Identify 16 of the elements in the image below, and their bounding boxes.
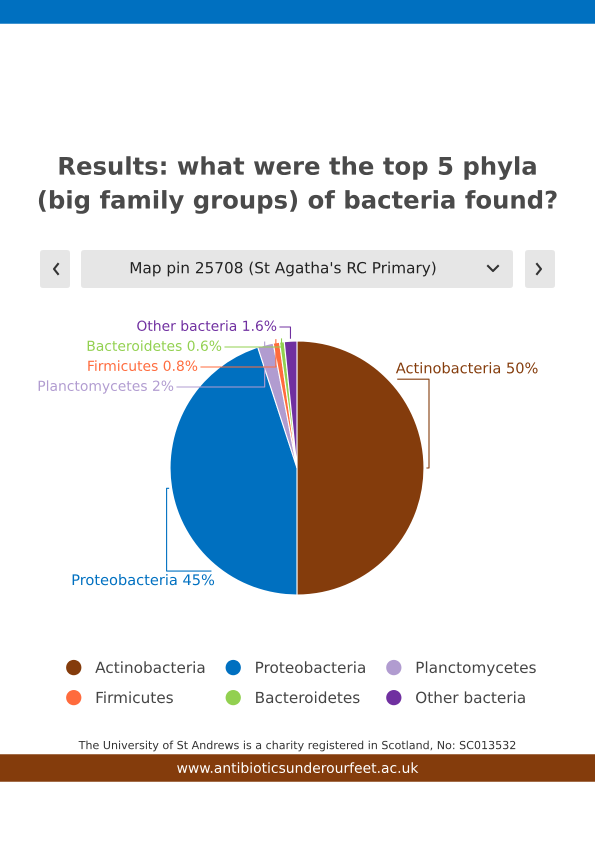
category-label: Actinobacteria 50% [396,362,538,374]
category-label: Bacteroidetes 0.6% [88,340,222,352]
legend-label: Firmicutes [96,691,173,704]
text: www.antibioticsunderourfeet.ac.uk [177,762,418,774]
legend-label: Actinobacteria [95,661,204,674]
chart-title: Results: what were the top 5 phyla (big family groups) of bacteria found? [38,156,557,214]
legend-label: Planctomycetes [416,661,536,676]
text: The University of St Andrews is a charity registered in Scotland, No: SC013532 [78,740,516,752]
legend-label: Bacteroidetes [256,691,360,704]
legend-label: Other bacteria [416,691,525,704]
category-label: Proteobacteria 45% [72,574,214,586]
category-label: Firmicutes 0.8% [88,360,198,372]
category-label: Other bacteria 1.6% [137,320,276,332]
chart-subtitle: Map pin 25708 (St Agatha's RC Primary) [130,262,436,276]
category-label: Planctomycetes 2% [38,380,174,394]
legend-label: Proteobacteria [256,661,365,674]
